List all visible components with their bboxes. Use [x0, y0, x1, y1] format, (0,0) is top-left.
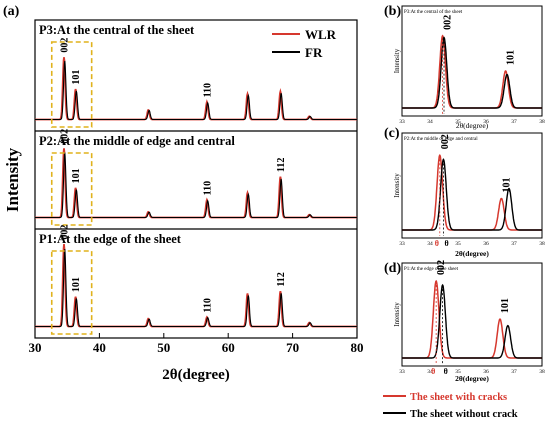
theta0-prime-3: θ	[431, 367, 435, 376]
peak-label-110: 110	[202, 83, 213, 97]
small-xtick-36-2: 36	[483, 241, 489, 247]
small-xtick-36-1: 36	[483, 119, 489, 125]
peak-label-112: 112	[276, 158, 287, 172]
small-xtick-35-1: 35	[455, 119, 461, 125]
panel-title-2: P2:At the middle of edge and central	[404, 137, 478, 142]
xtick-label-80: 80	[351, 340, 364, 355]
legend-wlr-label: WLR	[305, 27, 337, 42]
small-peak-label-002-2: 002	[440, 134, 451, 149]
peak-label-002: 002	[59, 38, 70, 53]
trace-wlr-p2	[35, 148, 357, 219]
small-trace-fr-3	[402, 283, 542, 359]
panel-a-frame	[34, 19, 358, 339]
highlight-box-p2	[50, 152, 93, 226]
legend-nocrack-label: The sheet without crack	[410, 409, 518, 420]
small-xtick-35-2: 35	[455, 241, 461, 247]
trace-wlr-p1	[35, 244, 357, 328]
peak-label-101: 101	[71, 70, 82, 85]
small-xtick-34-3: 34	[427, 369, 433, 375]
xtick-label-70: 70	[286, 340, 299, 355]
panel-a-ylabel: Intensity	[3, 147, 22, 212]
xtick-label-50: 50	[157, 340, 170, 355]
peak-label-112: 112	[276, 272, 287, 286]
small-trace-fr-1	[402, 36, 542, 109]
small-xtick-33-3: 33	[399, 369, 405, 375]
panel-c-label: (c)	[384, 126, 400, 141]
peak-label-101: 101	[71, 168, 82, 183]
small-xtick-38-1: 38	[539, 119, 545, 125]
small-xtick-36-3: 36	[483, 369, 489, 375]
legend-fr-label: FR	[305, 45, 323, 60]
panel-frame-3	[401, 262, 543, 367]
subplot-title-p3: P3:At the central of the sheet	[39, 23, 195, 37]
small-xtick-35-3: 35	[455, 369, 461, 375]
small-xtick-37-2: 37	[511, 241, 517, 247]
xtick-label-40: 40	[93, 340, 106, 355]
peak-label-002: 002	[59, 129, 70, 144]
small-ylabel-1: Intensity	[393, 48, 401, 73]
small-ylabel-3: Intensity	[393, 302, 401, 327]
small-trace-wlr-3	[402, 279, 542, 359]
panel-a-plot: P3:At the central of the sheet002101110P…	[35, 23, 357, 335]
small-xtick-34-2: 34	[427, 241, 433, 247]
trace-wlr-p3	[35, 57, 357, 121]
xtick-label-60: 60	[222, 340, 235, 355]
small-peak-label-002-3: 002	[436, 260, 447, 275]
small-xtick-34-1: 34	[427, 119, 433, 125]
panel-frame-1	[401, 5, 543, 117]
panel-title-3: P1:At the edge of the sheet	[404, 267, 459, 272]
small-trace-wlr-2	[402, 154, 542, 231]
small-peak-label-002-1: 002	[443, 15, 454, 30]
panel-a-label: (a)	[3, 4, 20, 19]
small-xtick-38-2: 38	[539, 241, 545, 247]
theta0-prime-2: θ	[435, 239, 439, 248]
small-peak-label-101-3: 101	[500, 298, 511, 313]
peak-label-101: 101	[71, 277, 82, 292]
theta0-3: θ	[444, 367, 448, 376]
small-xtick-37-1: 37	[511, 119, 517, 125]
legend-cracks-label: The sheet with cracks	[410, 392, 507, 403]
small-trace-wlr-1	[402, 34, 542, 109]
small-xlabel-c: 2θ(degree)	[455, 249, 489, 258]
highlight-box-p3	[50, 41, 93, 128]
panel-b-label: (b)	[384, 4, 401, 19]
panel-a-xticks: 30 40 50 60 70 80	[29, 333, 364, 355]
small-xtick-37-3: 37	[511, 369, 517, 375]
trace-fr-p1	[35, 248, 357, 328]
panel-title-1: P3:At the central of the sheet	[404, 10, 463, 15]
peak-label-110: 110	[202, 298, 213, 312]
small-xlabel-b: 2θ(degree)	[456, 121, 489, 130]
panel-d-label: (d)	[384, 261, 401, 276]
theta0-2: θ	[444, 239, 448, 248]
small-xtick-33-1: 33	[399, 119, 405, 125]
peak-label-110: 110	[202, 181, 213, 195]
small-peak-label-101-2: 101	[501, 177, 512, 192]
xtick-label-30: 30	[29, 340, 42, 355]
subplot-title-p2: P2:At the middle of edge and central	[39, 134, 235, 148]
small-ylabel-2: Intensity	[393, 173, 401, 198]
small-xtick-38-3: 38	[539, 369, 545, 375]
peak-label-002: 002	[59, 225, 70, 240]
small-xlabel-d: 2θ(degree)	[455, 374, 489, 383]
small-peak-label-101-1: 101	[506, 50, 517, 65]
trace-fr-p3	[35, 60, 357, 121]
panel-frame-2	[401, 132, 543, 239]
highlight-box-p1	[50, 250, 93, 335]
small-trace-fr-2	[402, 158, 542, 231]
panel-a-xlabel: 2θ(degree)	[162, 367, 230, 383]
small-xtick-33-2: 33	[399, 241, 405, 247]
trace-fr-p2	[35, 152, 357, 219]
subplot-title-p1: P1:At the edge of the sheet	[39, 232, 182, 246]
